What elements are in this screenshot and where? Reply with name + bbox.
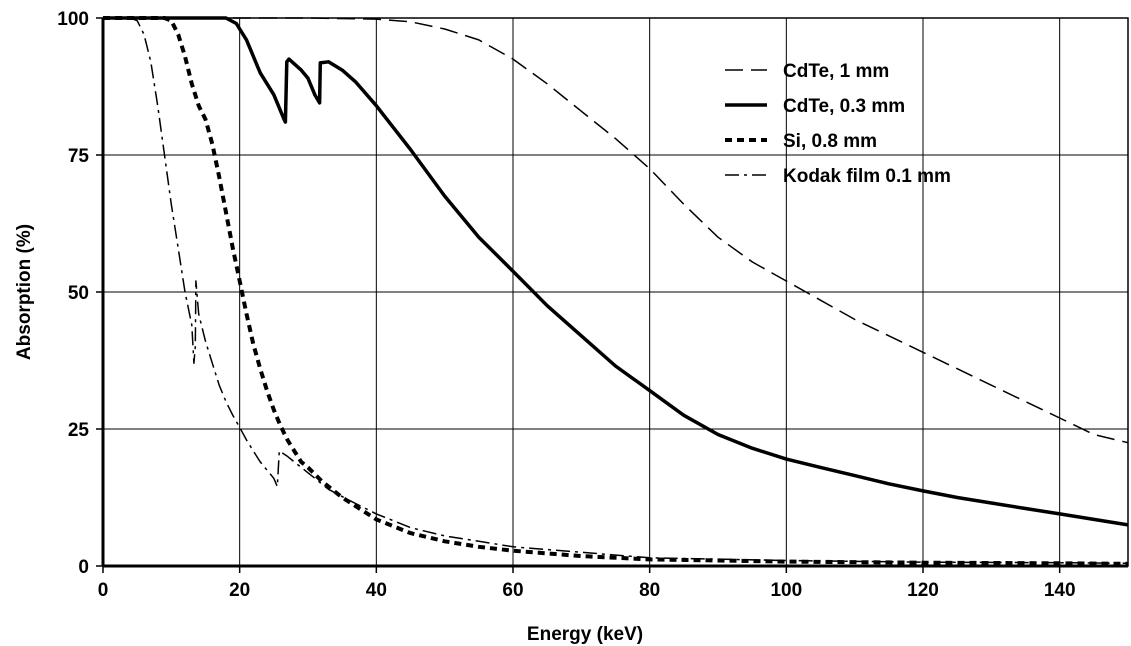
x-axis-title: Energy (keV) <box>527 624 643 645</box>
y-tick-labels: 0 25 50 75 100 <box>57 9 89 578</box>
x-tick-label: 20 <box>229 580 250 601</box>
legend: CdTe, 1 mm CdTe, 0.3 mm Si, 0.8 mm Kodak fi… <box>725 61 951 187</box>
x-tick-label: 120 <box>907 580 939 601</box>
series-line-kodak-film-0-1-mm <box>103 17 1129 565</box>
x-tick-label: 0 <box>98 580 109 601</box>
axes <box>96 17 1128 573</box>
y-tick-label: 100 <box>57 9 89 30</box>
series-line-si-0-8-mm <box>103 16 1129 566</box>
x-tick-label: 40 <box>366 580 387 601</box>
legend-label-cdte-1-mm: CdTe, 1 mm <box>783 61 889 82</box>
legend-label-si-0-8-mm: Si, 0.8 mm <box>783 131 877 152</box>
x-tick-label: 60 <box>502 580 523 601</box>
y-tick-label: 75 <box>68 146 90 167</box>
y-tick-label: 25 <box>68 420 90 441</box>
x-tick-label: 80 <box>639 580 660 601</box>
series-line-cdte-1-mm <box>103 17 1129 444</box>
legend-label-cdte-0-3-mm: CdTe, 0.3 mm <box>783 96 905 117</box>
x-tick-labels: 0 20 40 60 80 100 120 140 <box>98 580 1076 601</box>
x-tick-label: 140 <box>1044 580 1076 601</box>
grid-lines <box>103 18 1128 566</box>
y-axis-title: Absorption (%) <box>14 224 35 360</box>
series-line-cdte-0-3-mm <box>103 16 1129 527</box>
y-tick-label: 0 <box>78 557 89 578</box>
series-layer <box>103 16 1129 566</box>
x-tick-label: 100 <box>770 580 802 601</box>
legend-label-kodak-film-0-1-mm: Kodak film 0.1 mm <box>783 166 951 187</box>
y-tick-label: 50 <box>68 283 89 304</box>
